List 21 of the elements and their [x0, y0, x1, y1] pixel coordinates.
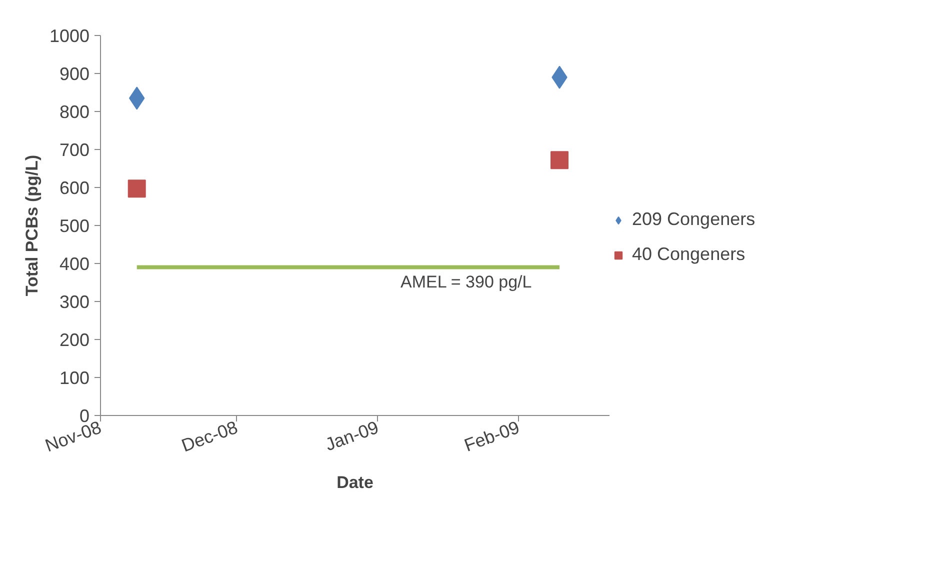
- y-tick-label: 100: [59, 368, 90, 388]
- x-axis-title: Date: [336, 473, 374, 492]
- y-tick-label: 700: [59, 140, 90, 160]
- x-tick-label: Dec-08: [178, 417, 240, 456]
- y-tick-label: 300: [59, 292, 90, 312]
- point: [550, 151, 569, 170]
- x-tick-label: Feb-09: [462, 417, 522, 456]
- y-tick-label: 800: [59, 102, 90, 122]
- legend-label: 40 Congeners: [632, 244, 746, 265]
- legend-label: 209 Congeners: [632, 209, 756, 230]
- y-axis-title: Total PCBs (pg/L): [22, 154, 42, 296]
- y-tick-label: 500: [59, 216, 90, 236]
- point: [128, 180, 146, 198]
- annotation: AMEL = 390 pg/L: [400, 272, 532, 292]
- y-tick-label: 0: [79, 406, 90, 426]
- y-tick-label: 200: [59, 330, 90, 350]
- y-tick-label: 1000: [49, 26, 90, 46]
- y-tick-label: 600: [59, 178, 90, 198]
- y-tick-label: 400: [59, 254, 90, 274]
- y-tick-label: 900: [59, 64, 90, 84]
- x-tick-label: Jan-09: [322, 417, 382, 455]
